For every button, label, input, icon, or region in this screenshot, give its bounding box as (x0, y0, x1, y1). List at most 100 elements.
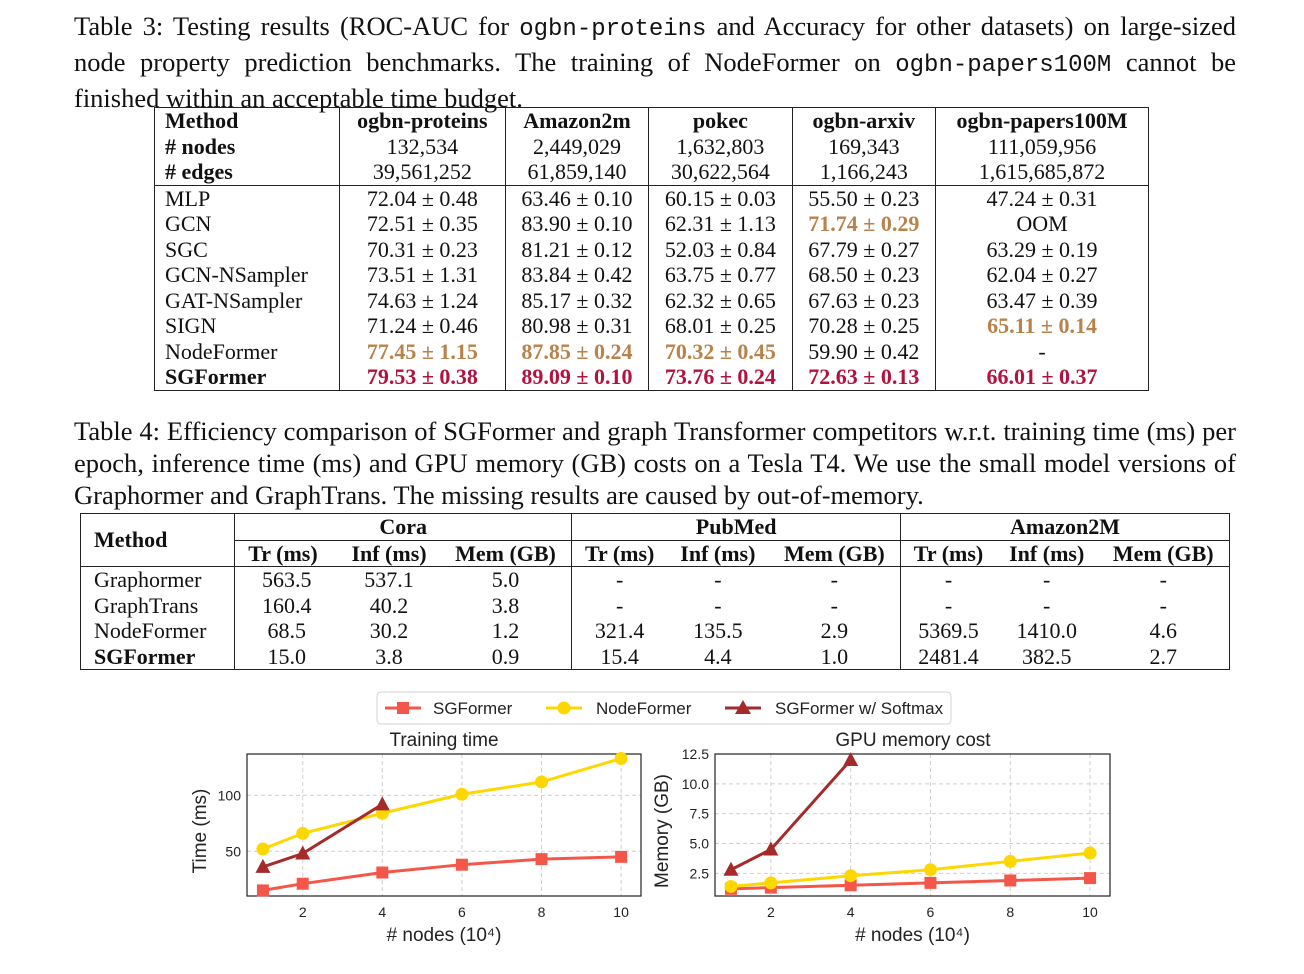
table4-subheader: Tr (ms) (571, 540, 668, 567)
data-point-softmax (843, 751, 859, 766)
table4-subheader-row: Tr (ms) Inf (ms) Mem (GB) Tr (ms) Inf (ms) Me… (81, 540, 1230, 567)
data-point-nodeformer (844, 869, 858, 883)
x-tick-label: 6 (458, 904, 466, 920)
table3-result-cell: 70.32 ± 0.45 (648, 338, 793, 364)
table4-value-cell: 0.9 (491, 643, 520, 669)
table4-value-cell: - (830, 592, 838, 618)
table4-subheader: Tr (ms) (900, 540, 996, 567)
legend-label-nodeformer: NodeFormer (596, 699, 692, 718)
table3-result-cell: 71.24 ± 0.46 (338, 313, 506, 339)
table3-col-arxiv: ogbn-arxiv (791, 107, 936, 134)
table3-result-cell: 74.63 ± 1.24 (338, 287, 506, 313)
data-point-nodeformer (923, 863, 937, 877)
table3-result-cell: 47.24 ± 0.31 (935, 185, 1149, 211)
x-tick-label: 4 (847, 904, 855, 920)
table4-value-cell: 2.9 (820, 618, 849, 643)
legend-label-softmax: SGFormer w/ Softmax (775, 699, 944, 718)
table4-subheader: Mem (GB) (1097, 540, 1230, 567)
table4-value-cell: 537.1 (364, 567, 414, 592)
table3-result-cell: 65.11 ± 0.14 (935, 313, 1149, 339)
table4-method-cell: Graphormer (94, 567, 202, 592)
legend-marker-softmax (735, 700, 751, 714)
table3-method-cell: NodeFormer (165, 338, 278, 364)
table3-result-cell: 63.29 ± 0.19 (935, 236, 1149, 262)
table4-value-cell: - (830, 567, 838, 592)
table4-row: GraphTrans 160.4 40.2 3.8 - - - - - - (81, 592, 1230, 618)
table4-subheader: Inf (ms) (667, 540, 769, 567)
table4-value-cell: 1.2 (491, 618, 520, 643)
table3-result-cell: 63.47 ± 0.39 (935, 287, 1149, 313)
table4-value-cell: 68.5 (234, 618, 339, 644)
plot-frame (246, 753, 642, 897)
table3-result-cell: 67.79 ± 0.27 (791, 236, 936, 262)
table3-result-cell: 55.50 ± 0.23 (791, 185, 936, 211)
data-point-sgformer (296, 877, 309, 890)
table3-method-cell: SGFormer (165, 364, 267, 389)
table3-method-cell: SGC (165, 236, 208, 262)
scalability-figure: SGFormer NodeFormer SGFormer w/ Softmax … (190, 691, 1111, 946)
figure-legend: SGFormer NodeFormer SGFormer w/ Softmax (376, 691, 952, 725)
chart-title: Training time (389, 730, 498, 751)
table3-stat-cell: 1,166,243 (791, 159, 936, 186)
table3-result-cell: 72.51 ± 0.35 (338, 211, 506, 237)
table3-result-cell: 59.90 ± 0.42 (791, 338, 936, 364)
table4-value-cell: - (571, 566, 668, 593)
table3-col-amazon2m: Amazon2m (504, 107, 649, 134)
table3-stat-cell: 39,561,252 (338, 159, 506, 186)
table4-group-amazon2m: Amazon2M (900, 513, 1230, 541)
table3-col-papers100m: ogbn-papers100M (935, 107, 1149, 134)
x-tick-label: 10 (613, 904, 629, 920)
table4-value-cell: 3.8 (491, 592, 520, 618)
table3-method-cell: SIGN (165, 313, 217, 338)
table4-value-cell: 2.7 (1149, 643, 1177, 669)
x-tick-label: 2 (767, 904, 775, 920)
series-line (730, 758, 852, 872)
table3-result-cell: 71.74 ± 0.29 (791, 211, 936, 237)
table3-result-cell: 80.98 ± 0.31 (504, 313, 649, 339)
table3-method-cell: MLP (165, 185, 211, 211)
table3-method-cell: GAT-NSampler (165, 287, 303, 313)
table3-stat-cell: 132,534 (338, 133, 506, 159)
table3-result-cell: 66.01 ± 0.37 (935, 364, 1149, 390)
table4-value-cell: 5369.5 (900, 618, 996, 644)
table4-value-cell: - (571, 592, 668, 618)
table4-value-cell: 160.4 (234, 592, 339, 618)
table3-stat-cell: 1,632,803 (648, 133, 793, 159)
data-point-sgformer (844, 879, 857, 892)
table4-value-cell: - (900, 566, 996, 593)
table3-result-cell: 72.04 ± 0.48 (338, 185, 506, 211)
table3-result-cell: 89.09 ± 0.10 (504, 364, 649, 390)
y-tick-label: 2.5 (690, 865, 710, 881)
table4-value-cell: - (1159, 592, 1167, 618)
table3-stats-row: # edges 39,561,252 61,859,140 30,622,564 1,1… (154, 159, 1149, 186)
table3-result-cell: 67.63 ± 0.23 (791, 287, 936, 313)
table3-col-pokec: pokec (648, 107, 793, 134)
plot-frame (714, 753, 1111, 897)
table4-value-cell: 15.0 (234, 643, 339, 670)
data-point-softmax (723, 861, 739, 876)
table3-result-cell: 62.31 ± 1.13 (648, 211, 793, 237)
table4-value-cell: 2481.4 (900, 643, 996, 670)
table3-result-cell: 79.53 ± 0.38 (338, 364, 506, 390)
table3-result-cell: 68.50 ± 0.23 (791, 262, 936, 288)
table3-result-cell: 77.45 ± 1.15 (338, 338, 506, 364)
table4-value-cell: 382.5 (1021, 643, 1072, 669)
legend-marker-nodeformer (557, 701, 571, 715)
table4-value-cell: 30.2 (369, 618, 409, 643)
table3-stat-cell: 1,615,685,872 (935, 159, 1149, 186)
table3-result-cell: - (935, 338, 1149, 364)
table4-col-method: Method (80, 513, 235, 567)
table3-stat-label: # edges (154, 159, 340, 186)
table4-value-cell: 40.2 (369, 592, 409, 618)
table4-value-cell: - (1043, 567, 1051, 592)
table4-value-cell: 4.6 (1149, 618, 1177, 643)
table4-row: SGFormer 15.0 3.8 0.9 15.4 4.4 1.0 2481.4 382.5 2… (81, 643, 1230, 670)
table3-result-cell: 70.28 ± 0.25 (791, 313, 936, 339)
y-tick-label: 10.0 (682, 776, 709, 792)
table3-caption-code2: ogbn-papers100M (895, 52, 1112, 79)
table4-group-pubmed: PubMed (571, 513, 901, 541)
legend-label-sgformer: SGFormer (433, 699, 513, 718)
table4: Method Cora PubMed Amazon2M Tr (ms) Inf (… (80, 513, 1230, 670)
table3-row: GAT-NSampler 74.63 ± 1.24 85.17 ± 0.32 62.3… (155, 287, 1149, 313)
table4-subheader: Mem (GB) (439, 540, 572, 567)
